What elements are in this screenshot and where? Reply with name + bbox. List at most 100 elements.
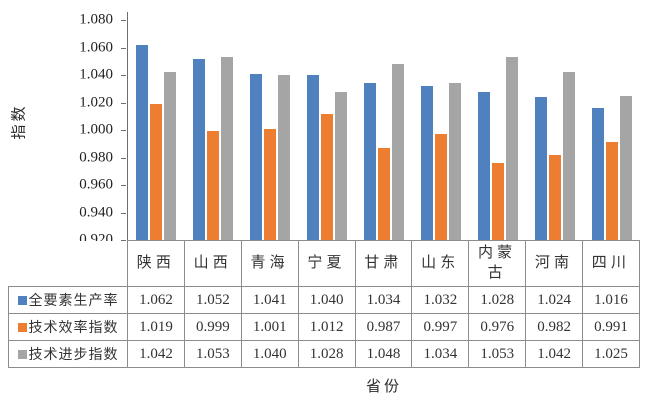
bar-group-青海 <box>242 20 299 240</box>
bar <box>591 108 604 240</box>
series-name: 技术效率指数 <box>28 321 119 336</box>
category-header-row: 陕西 山西 青海 宁夏 甘肃 山东 内蒙古 河南 四川 <box>8 240 640 287</box>
bar-group-宁夏 <box>299 20 356 240</box>
bar-group-甘肃 <box>356 20 413 240</box>
bar <box>605 142 618 240</box>
y-tick-mark <box>121 102 126 104</box>
legend-swatch-icon <box>17 296 27 306</box>
value-cell: 1.040 <box>240 340 299 368</box>
bar <box>364 83 376 240</box>
value-cell: 1.048 <box>354 340 413 368</box>
value-cell: 1.034 <box>354 286 413 314</box>
y-tick-label: 0.980 <box>79 149 113 165</box>
category-cell: 陕西 <box>127 240 185 287</box>
y-tick-mark <box>121 47 126 49</box>
bar-group-山西 <box>185 20 242 240</box>
bar <box>221 57 234 240</box>
value-cell: 1.053 <box>183 340 242 368</box>
data-table: 陕西 山西 青海 宁夏 甘肃 山东 内蒙古 河南 四川 全要素生产率 1.062 1.052 1.041… <box>8 240 640 368</box>
series-name: 全要素生产率 <box>28 294 119 309</box>
value-cell: 0.976 <box>468 313 527 341</box>
bar-group-河南 <box>526 20 583 240</box>
bar <box>448 83 461 240</box>
bar <box>193 58 206 240</box>
series-name: 技术进步指数 <box>28 348 119 363</box>
value-cell: 0.999 <box>183 313 242 341</box>
value-cell: 1.042 <box>127 340 185 368</box>
bar-group-陕西 <box>128 20 185 240</box>
bar <box>136 44 149 240</box>
value-cell: 0.997 <box>411 313 470 341</box>
bar <box>335 91 348 240</box>
value-cell: 1.040 <box>297 286 356 314</box>
plot-area <box>128 20 640 240</box>
value-cell: 0.987 <box>354 313 413 341</box>
category-cell: 山西 <box>183 240 242 287</box>
bar-group-四川 <box>583 20 640 240</box>
table-row: 全要素生产率 1.062 1.052 1.041 1.040 1.034 1.032 1.02… <box>8 286 640 314</box>
category-cell: 宁夏 <box>297 240 356 287</box>
bar <box>434 134 447 240</box>
y-tick-mark <box>121 75 126 76</box>
bar <box>278 75 291 240</box>
value-cell: 1.025 <box>582 340 640 368</box>
bar <box>164 72 177 240</box>
category-cell: 河南 <box>525 240 583 287</box>
value-cell: 0.982 <box>525 313 583 341</box>
bar <box>150 103 163 240</box>
legend-cell: 技术进步指数 <box>8 340 128 368</box>
y-tick-mark <box>121 212 126 214</box>
corner-cell <box>8 240 128 287</box>
category-cell: 青海 <box>240 240 299 287</box>
x-axis-title: 省份 <box>365 379 402 395</box>
table-row: 技术效率指数 1.019 0.999 1.001 1.012 0.987 0.997 0.97… <box>8 313 640 341</box>
value-cell: 1.028 <box>297 340 356 368</box>
value-cell: 1.032 <box>411 286 470 314</box>
y-tick-label: 1.020 <box>79 94 113 110</box>
value-cell: 1.062 <box>127 286 185 314</box>
y-tick-label: 1.060 <box>79 39 113 55</box>
category-cell: 山东 <box>411 240 470 287</box>
bar <box>250 73 263 240</box>
value-cell: 1.001 <box>240 313 299 341</box>
value-cell: 0.991 <box>582 313 640 341</box>
value-cell: 1.042 <box>525 340 583 368</box>
bar <box>534 97 547 240</box>
bar <box>207 131 220 240</box>
y-tick-mark <box>121 157 126 159</box>
bar <box>378 147 390 240</box>
bar-group-山东 <box>412 20 469 240</box>
y-axis-line <box>127 12 128 240</box>
y-tick-label: 1.080 <box>79 11 113 28</box>
bar <box>420 86 433 240</box>
legend-cell: 全要素生产率 <box>8 286 128 314</box>
bar <box>619 95 632 240</box>
bar <box>562 72 575 240</box>
bar <box>548 154 561 240</box>
bar <box>477 91 490 240</box>
category-cell: 内蒙古 <box>468 240 527 287</box>
bar <box>321 113 334 240</box>
value-cell: 1.019 <box>127 313 185 341</box>
bar <box>491 163 504 240</box>
legend-swatch-icon <box>17 323 27 333</box>
bar <box>307 75 320 240</box>
value-cell: 1.034 <box>411 340 470 368</box>
bar-group-内蒙古 <box>469 20 526 240</box>
value-cell: 1.016 <box>582 286 640 314</box>
bar <box>392 64 404 240</box>
legend-cell: 技术效率指数 <box>8 313 128 341</box>
y-axis: 1.080 1.060 1.040 1.020 1.000 0.980 0.960 0.940… <box>0 12 127 248</box>
value-cell: 1.053 <box>468 340 527 368</box>
bar <box>505 57 518 240</box>
value-cell: 1.041 <box>240 286 299 314</box>
y-tick-label: 1.040 <box>79 66 113 83</box>
bar <box>264 128 277 240</box>
y-tick-label: 0.960 <box>79 176 113 193</box>
value-cell: 1.028 <box>468 286 527 314</box>
legend-swatch-icon <box>17 350 27 360</box>
category-cell: 四川 <box>582 240 640 287</box>
y-tick-mark <box>121 130 126 131</box>
category-cell: 甘肃 <box>354 240 413 287</box>
